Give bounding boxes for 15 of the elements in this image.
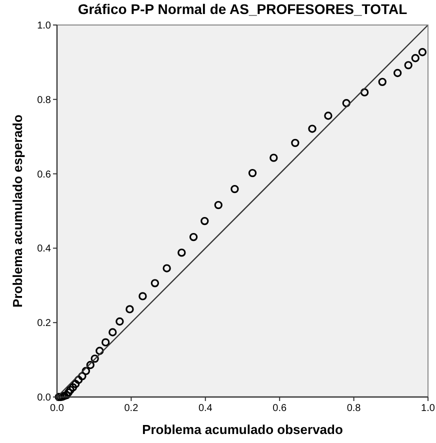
- y-tick-label: 0.6: [37, 169, 52, 180]
- y-tick-label: 0.2: [37, 318, 52, 330]
- x-tick-label: 1.0: [421, 403, 436, 414]
- y-tick-label: 0.4: [37, 244, 52, 255]
- y-tick-label: 0.8: [37, 94, 52, 106]
- x-tick-label: 0.0: [50, 403, 64, 414]
- x-tick-label: 0.6: [272, 403, 287, 414]
- chart-title: Gráfico P-P Normal de AS_PROFESORES_TOTAL: [78, 1, 408, 17]
- y-tick-label: 1.0: [37, 20, 52, 32]
- y-axis-title: Problema acumulado esperado: [10, 114, 25, 308]
- y-tick-label: 0.0: [37, 392, 52, 404]
- x-tick-label: 0.2: [124, 403, 139, 414]
- x-axis-title: Problema acumulado observado: [142, 422, 343, 437]
- x-tick-label: 0.4: [198, 403, 213, 414]
- x-tick-label: 0.8: [346, 403, 362, 414]
